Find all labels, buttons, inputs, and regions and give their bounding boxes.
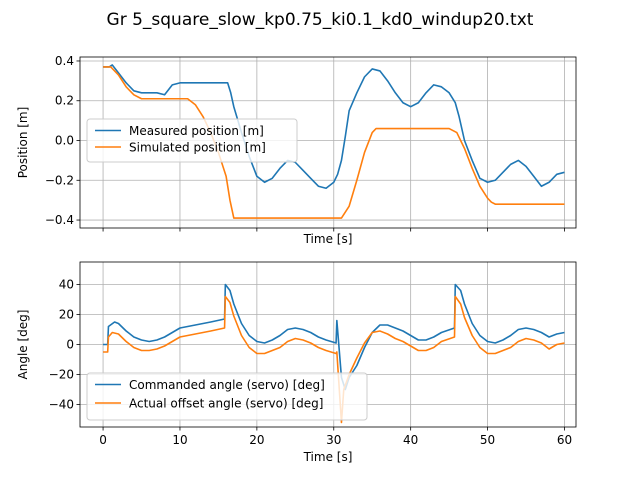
x-tick-label: 0 xyxy=(99,433,107,447)
series-line-2 xyxy=(103,295,565,424)
y-tick-label: 0.2 xyxy=(55,94,74,108)
legend-label-2: Actual offset angle (servo) [deg] xyxy=(129,397,323,411)
legend: Measured position [m] Simulated position … xyxy=(86,118,298,163)
x-axis-label: Time [s] xyxy=(303,232,353,246)
legend: Commanded angle (servo) [deg] Actual offs… xyxy=(86,372,368,421)
y-tick-label: −20 xyxy=(49,368,74,382)
y-tick-label: 20 xyxy=(59,308,74,322)
series-line-2 xyxy=(103,66,565,219)
grid xyxy=(80,57,576,228)
y-tick-label: 0.0 xyxy=(55,134,74,148)
series-line-1 xyxy=(103,283,565,391)
y-tick-label: −40 xyxy=(49,398,74,412)
y-tick-label: −0.4 xyxy=(45,213,74,227)
axes-frame xyxy=(79,56,577,229)
legend-label-1: Commanded angle (servo) [deg] xyxy=(129,378,325,392)
y-tick-label: 0.4 xyxy=(55,54,74,68)
x-tick-label: 40 xyxy=(403,433,418,447)
y-tick-label: −0.2 xyxy=(45,173,74,187)
y-axis-label: Position [m] xyxy=(16,107,30,179)
position-subplot: −0.4 −0.2 0.0 0.2 0.4 Time [s] Position [m] Mea… xyxy=(16,54,577,246)
figure-title: Gr 5_square_slow_kp0.75_ki0.1_kd0_windup… xyxy=(107,10,534,30)
x-tick-label: 30 xyxy=(326,433,341,447)
y-tick-label: 40 xyxy=(59,278,74,292)
series-line-1 xyxy=(103,64,565,190)
legend-box xyxy=(86,118,298,163)
x-tick-label: 60 xyxy=(557,433,572,447)
angle-subplot: 0 10 20 30 40 50 60 −40 −20 0 20 40 Time [s] Angle [d… xyxy=(16,261,577,464)
y-tick-label: 0 xyxy=(66,338,74,352)
x-tick-label: 50 xyxy=(480,433,495,447)
x-tick-label: 10 xyxy=(172,433,187,447)
y-axis-label: Angle [deg] xyxy=(16,310,30,380)
legend-label-1: Measured position [m] xyxy=(129,124,264,138)
x-tick-label: 20 xyxy=(249,433,264,447)
legend-label-2: Simulated position [m] xyxy=(129,141,266,155)
x-axis-label: Time [s] xyxy=(303,450,353,464)
legend-box xyxy=(86,372,368,421)
